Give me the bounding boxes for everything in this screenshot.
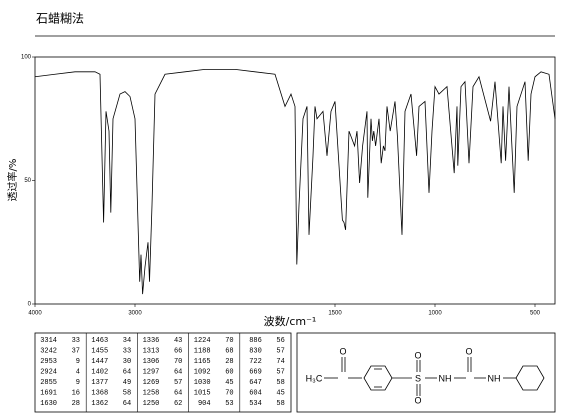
peak-wavenumber: 1447 [91,358,108,366]
peak-wavenumber: 2855 [40,379,57,387]
peak-transmittance: 45 [276,389,284,397]
peak-wavenumber: 1455 [91,347,108,355]
plot-frame [34,56,556,305]
peak-transmittance: 28 [72,400,80,408]
peak-transmittance: 57 [174,379,182,387]
peak-wavenumber: 1258 [143,389,160,397]
x-tick-label: 3000 [128,311,142,317]
x-tick-label: 1500 [328,311,342,317]
peak-wavenumber: 1368 [91,389,108,397]
peak-wavenumber: 1188 [194,347,211,355]
peak-wavenumber: 1630 [40,400,57,408]
spectrum-line [34,68,556,295]
peak-wavenumber: 722 [249,358,262,366]
peak-wavenumber: 1297 [143,368,160,376]
peak-wavenumber: 647 [249,379,262,387]
peak-transmittance: 64 [123,400,131,408]
peak-transmittance: 74 [276,358,284,366]
peak-wavenumber: 2953 [40,358,57,366]
peak-wavenumber: 1402 [91,368,108,376]
peak-wavenumber: 1030 [194,379,211,387]
x-tick-label: 500 [530,311,541,317]
peak-transmittance: 9 [76,379,80,387]
x-axis-label: 波数/cm⁻¹ [264,315,317,328]
peak-transmittance: 64 [174,368,182,376]
peak-transmittance: 58 [123,389,131,397]
structure-label: NH [439,373,452,383]
peak-transmittance: 33 [72,337,80,345]
peak-wavenumber: 904 [198,400,211,408]
peak-transmittance: 56 [276,337,284,345]
peak-wavenumber: 1377 [91,379,108,387]
structure-label: NH [488,373,501,383]
peak-wavenumber: 1313 [143,347,160,355]
peak-transmittance: 16 [72,389,80,397]
peak-transmittance: 68 [225,347,233,355]
peak-transmittance: 70 [174,358,182,366]
peak-transmittance: 34 [123,337,131,345]
peak-transmittance: 58 [276,379,284,387]
structure-frame [296,332,556,413]
structure-label: O [465,346,472,356]
peak-transmittance: 64 [174,389,182,397]
peak-wavenumber: 1306 [143,358,160,366]
peak-transmittance: 4 [76,368,80,376]
peak-wavenumber: 1015 [194,389,211,397]
peak-transmittance: 30 [123,358,131,366]
peak-wavenumber: 534 [249,400,262,408]
structure-label: O [414,350,421,360]
peak-wavenumber: 1165 [194,358,211,366]
peak-wavenumber: 1092 [194,368,211,376]
peak-wavenumber: 669 [249,368,262,376]
peak-wavenumber: 1463 [91,337,108,345]
peak-wavenumber: 1336 [143,337,160,345]
peak-transmittance: 57 [276,347,284,355]
x-tick-label: 4000 [28,311,42,317]
y-tick-label: 0 [28,302,32,308]
peak-transmittance: 45 [225,379,233,387]
peak-transmittance: 28 [225,358,233,366]
peak-transmittance: 43 [174,337,182,345]
peak-transmittance: 33 [123,347,131,355]
peak-wavenumber: 604 [249,389,262,397]
peak-transmittance: 64 [123,368,131,376]
peak-wavenumber: 1250 [143,400,160,408]
peak-transmittance: 37 [72,347,80,355]
peak-transmittance: 70 [225,389,233,397]
peak-transmittance: 57 [276,368,284,376]
peak-wavenumber: 1224 [194,337,211,345]
peak-wavenumber: 1362 [91,400,108,408]
peak-transmittance: 49 [123,379,131,387]
chart-title: 石蜡糊法 [36,11,84,26]
structure-label: S [415,373,421,383]
structure-label: O [339,346,346,356]
peak-wavenumber: 830 [249,347,262,355]
peak-transmittance: 9 [76,358,80,366]
peak-wavenumber: 1269 [143,379,160,387]
peak-transmittance: 66 [174,347,182,355]
structure-label: O [414,395,421,405]
peak-wavenumber: 3314 [40,337,57,345]
y-axis-label: 透过率/% [6,159,19,202]
peak-transmittance: 53 [225,400,233,408]
peak-wavenumber: 1691 [40,389,57,397]
y-tick-label: 50 [24,178,31,184]
x-tick-label: 1000 [428,311,442,317]
y-tick-label: 100 [21,55,32,61]
structure [324,357,545,396]
peak-wavenumber: 2924 [40,368,57,376]
peak-wavenumber: 886 [249,337,262,345]
peak-transmittance: 58 [276,400,284,408]
peak-transmittance: 60 [225,368,233,376]
structure-label: H₃C [306,373,323,383]
peak-transmittance: 70 [225,337,233,345]
peak-table-frame [34,332,292,413]
peak-transmittance: 62 [174,400,182,408]
peak-wavenumber: 3242 [40,347,57,355]
